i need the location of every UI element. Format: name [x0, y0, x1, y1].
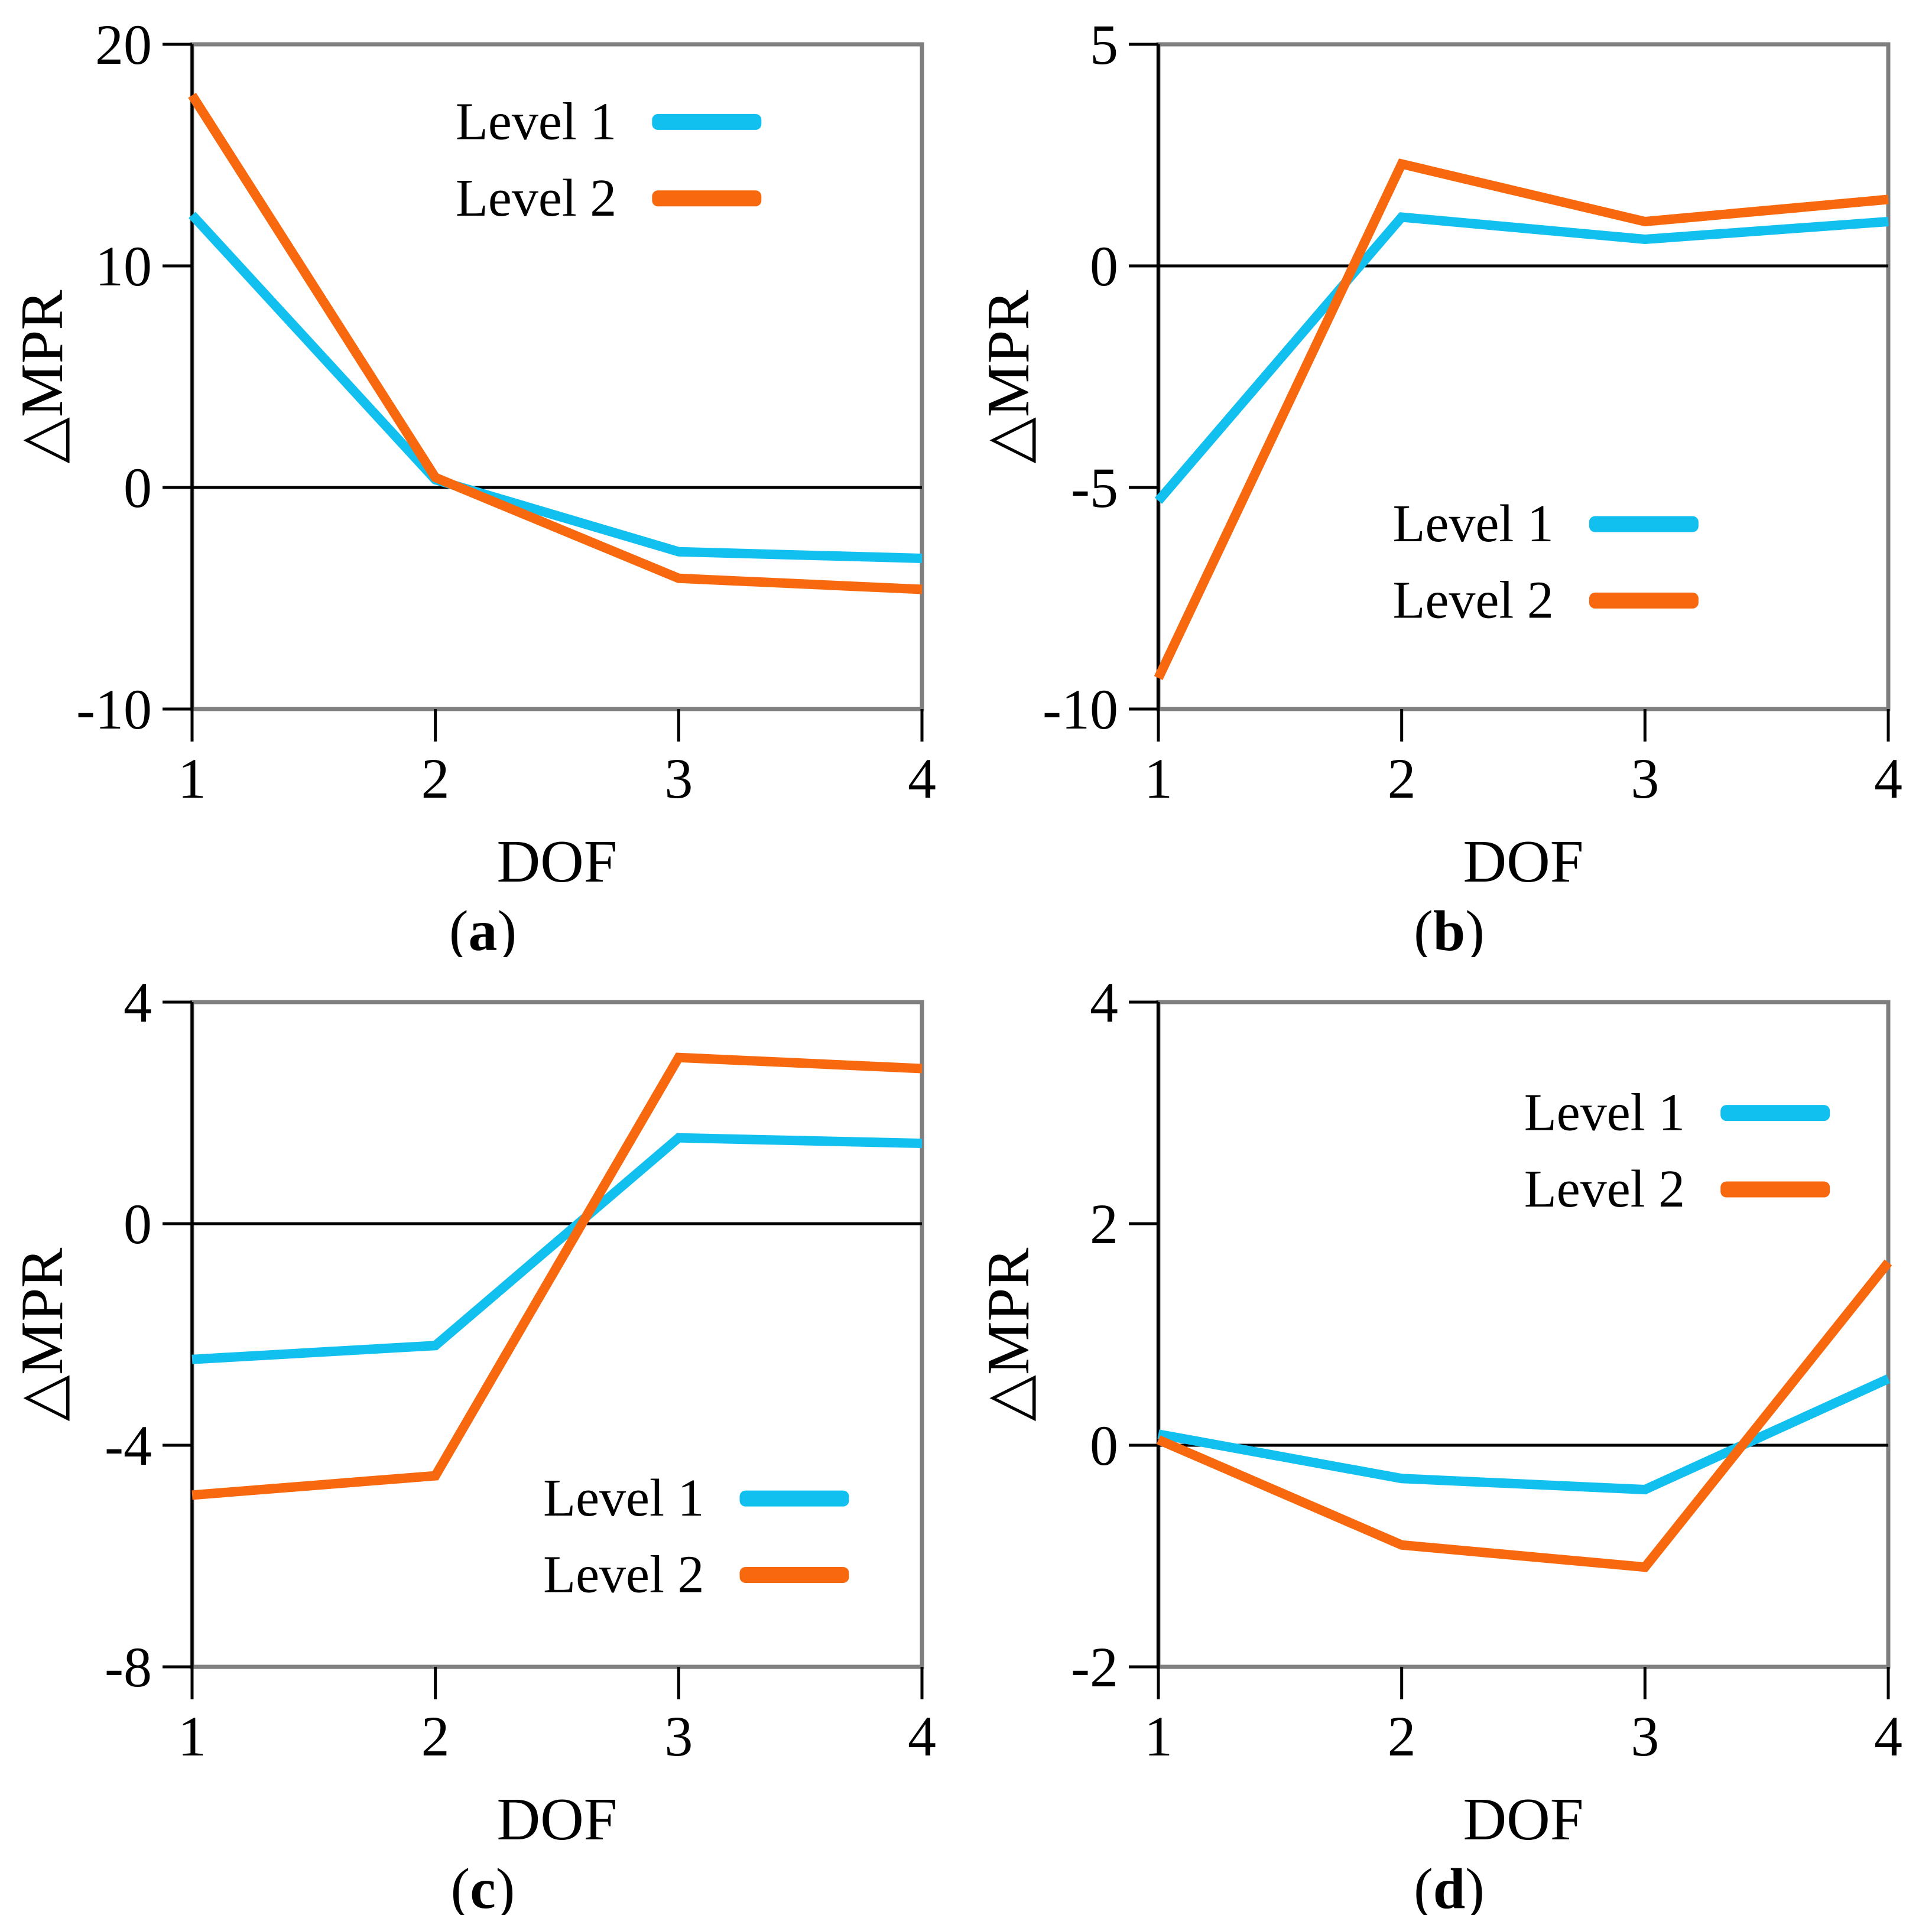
panel-caption: (d): [1414, 1857, 1485, 1915]
y-tick-label: -4: [105, 1414, 152, 1477]
legend-label-level-1: Level 1: [456, 92, 616, 151]
y-tick-label: 0: [124, 1192, 152, 1256]
x-tick-label: 1: [1144, 1705, 1173, 1768]
series-line-level-2: [1154, 158, 1889, 680]
x-tick-label: 4: [1874, 1705, 1902, 1768]
legend-label-level-2: Level 2: [1393, 571, 1554, 629]
legend-swatch-level-1: [652, 113, 762, 130]
x-axis-title: DOF: [1463, 828, 1583, 895]
panel-caption: (a): [449, 899, 517, 957]
panel-caption: (b): [1414, 899, 1485, 957]
series-line-level-1: [189, 212, 923, 563]
y-tick-label: 4: [124, 971, 152, 1034]
panel-b: 5 0 -5 -10 1 2 3 4 DOF △MPR Level 1 Level 2 (b): [966, 0, 1932, 957]
panel-a: 20 10 0 -10 1 2 3 4 DOF △MPR Level 1 Level 2 (a): [0, 0, 966, 957]
x-axis-title: DOF: [496, 828, 617, 895]
x-tick-label: 2: [421, 1705, 450, 1768]
x-tick-label: 4: [908, 1705, 936, 1768]
x-tick-label: 3: [1631, 1705, 1659, 1768]
x-tick-label: 1: [178, 1705, 206, 1768]
x-tick-label: 3: [664, 747, 693, 810]
legend-label-level-2: Level 2: [456, 169, 616, 227]
y-tick-label: 0: [124, 456, 152, 519]
legend-swatch-level-1: [1589, 516, 1699, 532]
series-line-level-1: [1154, 212, 1889, 504]
y-tick-label: -5: [1071, 456, 1118, 519]
x-tick-label: 3: [664, 1705, 693, 1768]
legend-swatch-level-2: [1589, 592, 1699, 609]
legend-label-level-2: Level 2: [1524, 1160, 1685, 1218]
x-tick-label: 2: [1388, 1705, 1416, 1768]
y-tick-label: 10: [95, 235, 152, 298]
chart-c: 4 0 -4 -8 1 2 3 4 DOF △MPR Level 1 Level 2 (c): [9, 971, 936, 1915]
x-axis-title: DOF: [496, 1786, 617, 1853]
y-axis-title: △MPR: [975, 1248, 1042, 1422]
x-tick-label: 3: [1631, 747, 1659, 810]
legend-label-level-1: Level 1: [1524, 1084, 1685, 1142]
panel-caption: (c): [451, 1857, 515, 1915]
legend-label-level-1: Level 1: [543, 1469, 704, 1527]
legend-swatch-level-1: [1720, 1105, 1830, 1121]
y-axis-title: △MPR: [9, 290, 76, 464]
plot-frame: [1156, 1000, 1891, 1669]
x-tick-label: 4: [908, 747, 936, 810]
y-tick-label: 0: [1090, 235, 1118, 298]
series-line-level-1: [1157, 1374, 1891, 1495]
x-tick-label: 1: [178, 747, 206, 810]
legend-swatch-level-2: [652, 190, 762, 207]
y-tick-label: 5: [1090, 13, 1118, 76]
y-tick-label: 4: [1090, 971, 1118, 1034]
chart-b: 5 0 -5 -10 1 2 3 4 DOF △MPR Level 1 Level 2 (b): [975, 13, 1902, 957]
x-tick-label: 4: [1874, 747, 1902, 810]
y-tick-label: -10: [76, 678, 152, 741]
legend-swatch-level-2: [739, 1567, 849, 1583]
legend-label-level-1: Level 1: [1393, 495, 1554, 553]
y-axis-title: △MPR: [975, 290, 1042, 464]
chart-a: 20 10 0 -10 1 2 3 4 DOF △MPR Level 1 Level 2 (a): [9, 13, 936, 957]
x-tick-label: 2: [421, 747, 450, 810]
series-line-level-2: [1156, 1259, 1892, 1572]
y-axis-title: △MPR: [9, 1248, 76, 1422]
y-tick-label: 0: [1090, 1414, 1118, 1477]
series-line-level-2: [188, 92, 923, 594]
series-line-level-2: [191, 1052, 923, 1500]
x-tick-label: 1: [1144, 747, 1173, 810]
y-tick-label: -10: [1043, 678, 1118, 741]
y-tick-label: 20: [95, 13, 152, 76]
x-tick-label: 2: [1388, 747, 1416, 810]
y-tick-label: 2: [1090, 1192, 1118, 1256]
x-axis-title: DOF: [1463, 1786, 1583, 1853]
panel-c: 4 0 -4 -8 1 2 3 4 DOF △MPR Level 1 Level 2 (c): [0, 958, 966, 1915]
chart-d: 4 2 0 -2 1 2 3 4 DOF △MPR Level 1 Level 2 (d): [975, 971, 1902, 1915]
panel-d: 4 2 0 -2 1 2 3 4 DOF △MPR Level 1 Level 2 (d): [966, 958, 1932, 1915]
legend-swatch-level-2: [1720, 1181, 1830, 1198]
y-tick-label: -8: [105, 1636, 152, 1699]
y-tick-label: -2: [1071, 1636, 1118, 1699]
legend-label-level-2: Level 2: [543, 1546, 704, 1604]
legend-swatch-level-1: [739, 1490, 849, 1507]
series-line-level-1: [191, 1133, 923, 1364]
